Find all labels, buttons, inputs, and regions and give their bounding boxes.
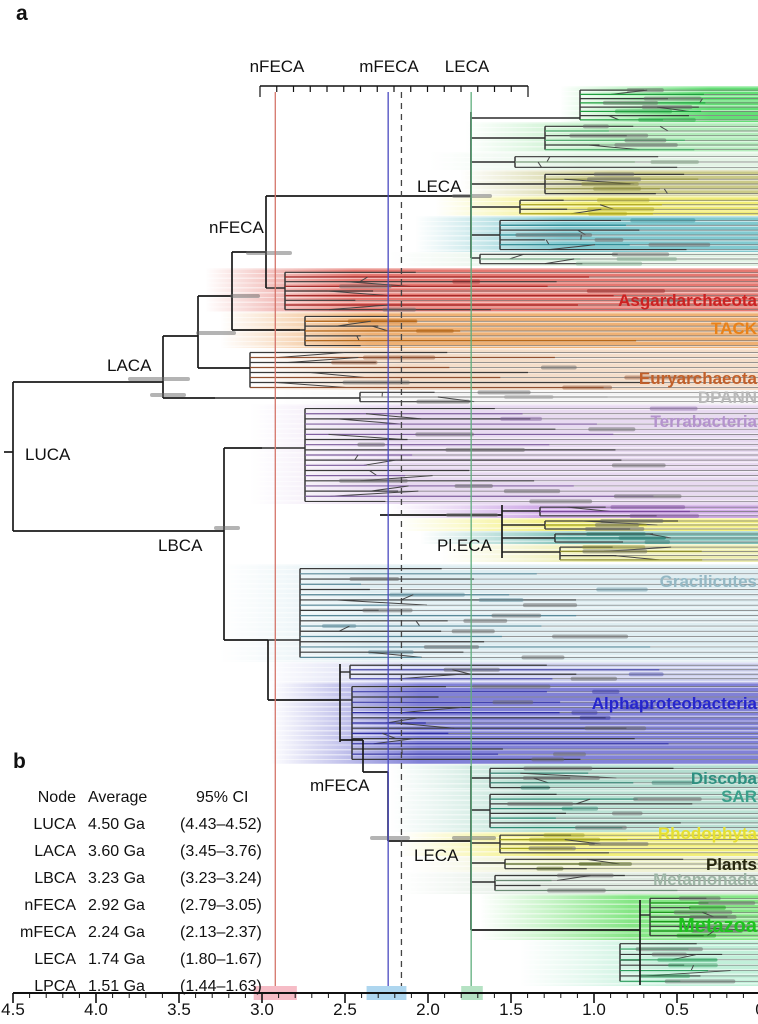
table-row-luca: LUCA 4.50 Ga (4.43–4.52) bbox=[12, 811, 290, 838]
table-header-average: Average bbox=[88, 789, 148, 806]
time-axis bbox=[12, 986, 758, 1003]
axis-tick-label-3.5: 3.5 bbox=[167, 1000, 191, 1019]
clade-label-dpann: DPANN bbox=[697, 388, 757, 407]
clade-label-sar: SAR bbox=[721, 787, 757, 806]
table-cell-average: 1.51 Ga bbox=[88, 978, 145, 995]
clade-label-tack: TACK bbox=[711, 319, 757, 338]
table-cell-average: 3.23 Ga bbox=[88, 870, 145, 887]
tree-node-label-leca-top: LECA bbox=[417, 177, 462, 196]
table-cell-ci: (2.13–2.37) bbox=[180, 924, 262, 941]
clade-label-asgardarchaeota: Asgardarchaeota bbox=[618, 291, 757, 310]
clade-label-gracilicutes: Gracilicutes bbox=[659, 572, 757, 591]
table-cell-node: nFECA bbox=[24, 897, 76, 914]
table-cell-node: LUCA bbox=[33, 816, 76, 833]
axis-tick-label-1.5: 1.5 bbox=[499, 1000, 523, 1019]
table-row-laca: LACA 3.60 Ga (3.45–3.76) bbox=[12, 838, 290, 865]
tree-node-label-leca-bottom: LECA bbox=[414, 846, 459, 865]
tree-node-label-nfeca: nFECA bbox=[209, 218, 264, 237]
tree-node-label-laca: LACA bbox=[107, 356, 152, 375]
clade-label-rhodophyta: Rhodophyta bbox=[657, 824, 757, 843]
axis-tick-label-1.0: 1.0 bbox=[582, 1000, 606, 1019]
axis-tick-label-2.5: 2.5 bbox=[333, 1000, 357, 1019]
clade-label-alphaproteobacteria: Alphaproteobacteria bbox=[591, 694, 757, 713]
table-row-nfeca: nFECA 2.92 Ga (2.79–3.05) bbox=[12, 892, 290, 919]
table-row-lbca: LBCA 3.23 Ga (3.23–3.24) bbox=[12, 865, 290, 892]
ruler-label-mfeca: mFECA bbox=[359, 57, 419, 76]
table-header-node: Node bbox=[37, 789, 76, 806]
table-cell-average: 1.74 Ga bbox=[88, 951, 145, 968]
table-row-mfeca: mFECA 2.24 Ga (2.13–2.37) bbox=[12, 919, 290, 946]
table-row-leca: LECA 1.74 Ga (1.80–1.67) bbox=[12, 946, 290, 973]
axis-tick-label-0.5: 0.5 bbox=[665, 1000, 689, 1019]
table-cell-ci: (1.44–1.63) bbox=[180, 978, 262, 995]
tree-node-label-lbca: LBCA bbox=[158, 536, 203, 555]
clade-branches bbox=[215, 88, 758, 984]
reference-lines bbox=[274, 92, 472, 993]
node-age-table: Node Average 95% CI LUCA 4.50 Ga (4.43–4.5… bbox=[12, 784, 290, 1000]
ruler-label-leca: LECA bbox=[444, 57, 490, 76]
axis-tick-label-3.0: 3.0 bbox=[250, 1000, 274, 1019]
top-ruler bbox=[259, 85, 529, 97]
clade-label-discoba: Discoba bbox=[690, 769, 757, 788]
table-header-ci: 95% CI bbox=[196, 789, 249, 806]
axis-tick-label-4.5: 4.5 bbox=[1, 1000, 25, 1019]
table-cell-ci: (4.43–4.52) bbox=[180, 816, 262, 833]
axis-tick-label-2.0: 2.0 bbox=[416, 1000, 440, 1019]
tree-node-label-mfeca: mFECA bbox=[310, 776, 370, 795]
table-row-lpca: LPCA 1.51 Ga (1.44–1.63) bbox=[12, 973, 290, 1000]
axis-tick-label-0: 0 bbox=[755, 1000, 758, 1020]
tree-node-label-luca: LUCA bbox=[25, 445, 71, 464]
clade-label-plants: Plants bbox=[705, 855, 757, 874]
ruler-label-nfeca: nFECA bbox=[249, 57, 305, 76]
table-cell-node: LBCA bbox=[34, 870, 76, 887]
tree-node-label-pleca: Pl.ECA bbox=[437, 536, 492, 555]
table-cell-ci: (3.45–3.76) bbox=[180, 843, 262, 860]
table-cell-ci: (1.80–1.67) bbox=[180, 951, 262, 968]
table-cell-node: LECA bbox=[34, 951, 76, 968]
table-cell-average: 2.92 Ga bbox=[88, 897, 145, 914]
clade-label-euryarchaeota: Euryarchaeota bbox=[638, 369, 757, 388]
table-header-row: Node Average 95% CI bbox=[12, 784, 290, 811]
panel-label-a: a bbox=[16, 2, 28, 25]
table-cell-average: 2.24 Ga bbox=[88, 924, 145, 941]
table-cell-node: LACA bbox=[34, 843, 76, 860]
table-body: LUCA 4.50 Ga (4.43–4.52) LACA 3.60 Ga (3.45–3… bbox=[12, 811, 290, 1000]
clade-label-metazoa: Metazoa bbox=[678, 915, 757, 937]
table-cell-ci: (2.79–3.05) bbox=[180, 897, 262, 914]
axis-tick-label-4.0: 4.0 bbox=[84, 1000, 108, 1019]
table-cell-average: 3.60 Ga bbox=[88, 843, 145, 860]
table-cell-node: mFECA bbox=[20, 924, 76, 941]
table-cell-node: LPCA bbox=[34, 978, 76, 995]
table-cell-ci: (3.23–3.24) bbox=[180, 870, 262, 887]
table-cell-average: 4.50 Ga bbox=[88, 816, 145, 833]
clade-label-terrabacteria: Terrabacteria bbox=[650, 412, 757, 431]
clade-label-metamonada: Metamonada bbox=[653, 870, 757, 889]
panel-label-b: b bbox=[13, 750, 26, 773]
